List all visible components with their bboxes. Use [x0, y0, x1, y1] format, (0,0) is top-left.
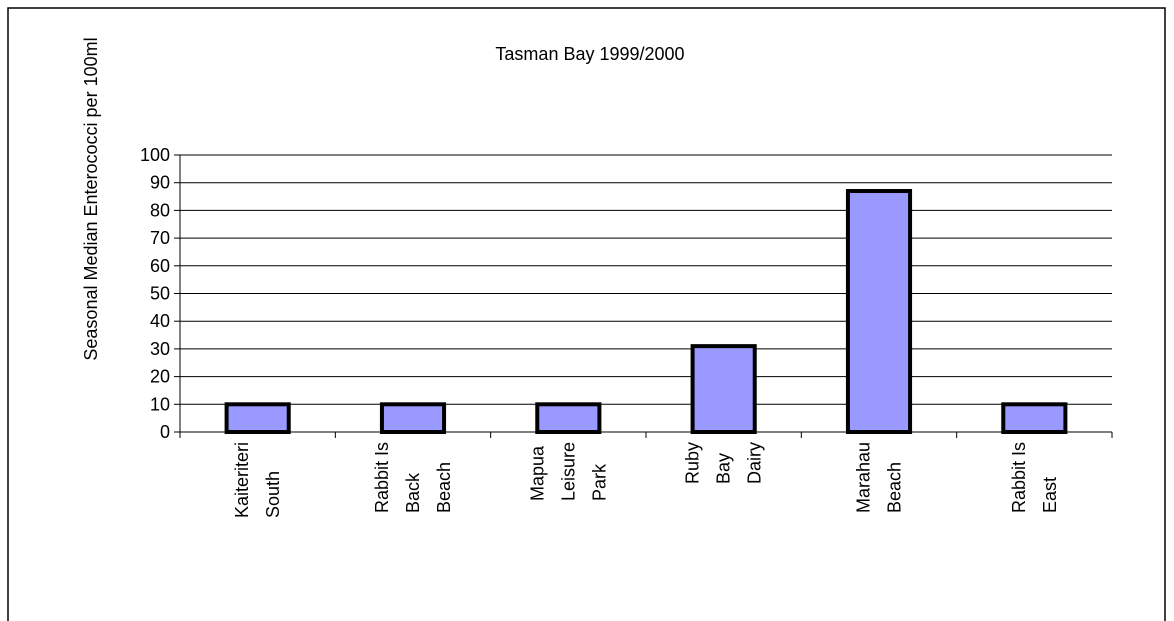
x-tick-label: Mapua Leisure Park	[527, 442, 609, 501]
y-tick-label: 40	[150, 311, 170, 331]
y-tick-label: 50	[150, 284, 170, 304]
x-tick-label: Ruby Bay Dairy	[683, 442, 765, 484]
y-tick-label: 30	[150, 339, 170, 359]
bar	[1001, 402, 1068, 434]
bar	[845, 189, 913, 434]
bar	[690, 344, 757, 435]
y-tick-label: 100	[140, 145, 170, 165]
x-tick-label: Rabbit Is Back Beach	[372, 442, 454, 513]
y-tick-label: 90	[150, 173, 170, 193]
bar	[535, 402, 602, 434]
bar	[379, 402, 447, 434]
y-axis-label: Seasonal Median Enterococci per 100ml	[81, 37, 101, 360]
x-tick-label: Kaiteriteri South	[232, 442, 283, 518]
y-tick-label: 20	[150, 367, 170, 387]
chart-title: Tasman Bay 1999/2000	[495, 44, 684, 64]
chart-border	[7, 7, 1166, 621]
x-tick-label: Marahau Beach	[854, 442, 905, 513]
y-tick-label: 70	[150, 228, 170, 248]
y-tick-label: 0	[160, 422, 170, 442]
y-tick-label: 80	[150, 200, 170, 220]
bar	[224, 402, 291, 434]
y-tick-label: 60	[150, 256, 170, 276]
x-tick-label: Rabbit Is East	[1009, 442, 1060, 513]
y-tick-label: 10	[150, 394, 170, 414]
